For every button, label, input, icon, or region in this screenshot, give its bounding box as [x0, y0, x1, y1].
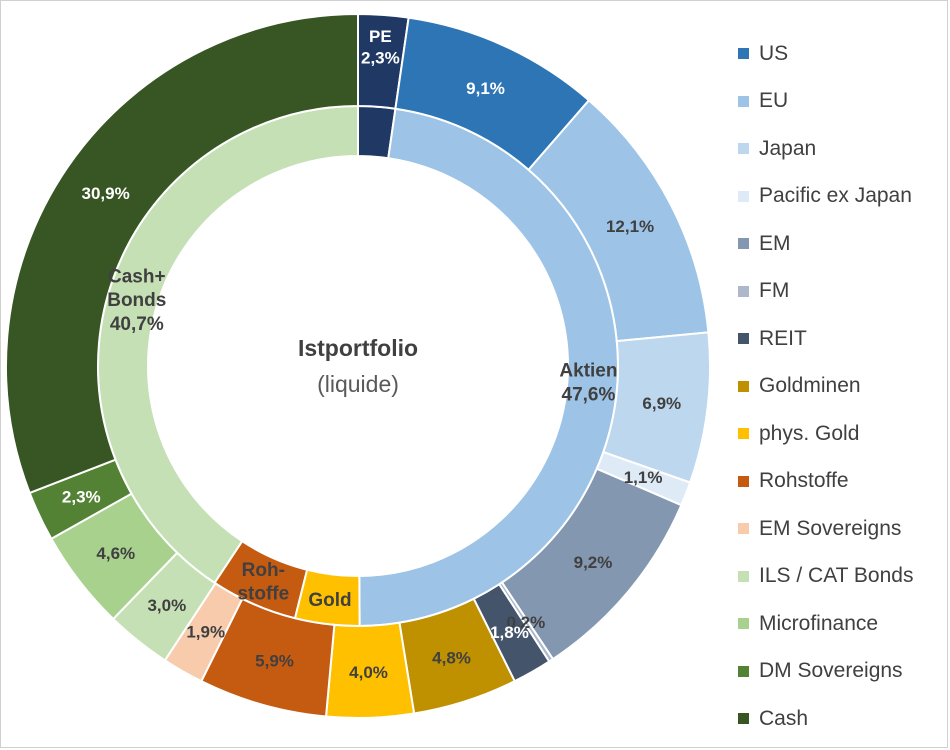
legend-label: US	[759, 41, 789, 65]
legend-swatch	[738, 190, 749, 202]
legend-label: Microfinance	[759, 611, 879, 635]
legend-label: REIT	[759, 326, 807, 350]
legend-item-cash: Cash	[738, 695, 943, 743]
legend-swatch	[738, 238, 749, 250]
legend-item-microfinance: Microfinance	[738, 600, 943, 648]
outer-label-reit: 1,8%	[490, 623, 529, 642]
legend-swatch	[738, 665, 749, 677]
legend-item-us: US	[738, 30, 943, 78]
legend-swatch	[738, 523, 749, 535]
outer-label-phys-gold: 4,0%	[349, 663, 388, 682]
legend-item-dm-sovereigns: DM Sovereigns	[738, 648, 943, 696]
legend-label: EM	[759, 231, 791, 255]
inner-label-gold: Gold	[308, 590, 351, 611]
legend-swatch	[738, 95, 749, 107]
legend-label: ILS / CAT Bonds	[759, 564, 914, 588]
legend-swatch	[738, 143, 749, 155]
outer-label-microfinance: 4,6%	[96, 544, 135, 563]
legend-item-em: EM	[738, 220, 943, 268]
outer-label-rohstoffe: 5,9%	[255, 651, 294, 670]
inner-ring	[97, 104, 619, 628]
chart-title: Istportfolio	[298, 335, 418, 361]
legend-label: Pacific ex Japan	[759, 184, 912, 208]
legend-swatch	[738, 380, 749, 392]
outer-slice-cash	[5, 12, 359, 495]
legend: US EU Japan Pacific ex Japan EM FM REIT Goldmin…	[738, 30, 943, 743]
legend-label: Rohstoffe	[759, 469, 849, 493]
legend-swatch	[738, 618, 749, 630]
outer-label-em: 9,2%	[574, 553, 613, 572]
outer-label-ils-cat-bonds: 3,0%	[147, 596, 186, 615]
legend-item-pacific-ex-japan: Pacific ex Japan	[738, 173, 943, 221]
outer-label-us: 9,1%	[466, 79, 505, 98]
legend-label: phys. Gold	[759, 421, 860, 445]
legend-item-eu: EU	[738, 78, 943, 126]
inner-label-aktien: Aktien 47,6%	[559, 361, 617, 406]
legend-swatch	[738, 713, 749, 725]
legend-item-japan: Japan	[738, 125, 943, 173]
outer-ring	[5, 12, 711, 719]
legend-item-phys-gold: phys. Gold	[738, 410, 943, 458]
legend-swatch	[738, 570, 749, 582]
legend-label: DM Sovereigns	[759, 659, 903, 683]
outer-label-em-sovereigns: 1,9%	[186, 622, 225, 641]
data-labels: PE 2,3% Aktien 47,6% Gold Roh-stoffe Cash+ Bond…	[62, 27, 681, 682]
legend-item-goldminen: Goldminen	[738, 363, 943, 411]
legend-swatch	[738, 475, 749, 487]
legend-item-ils-cat-bonds: ILS / CAT Bonds	[738, 553, 943, 601]
legend-label: FM	[759, 279, 790, 303]
legend-label: Goldminen	[759, 374, 861, 398]
legend-item-rohstoffe: Rohstoffe	[738, 458, 943, 506]
legend-swatch	[738, 428, 749, 440]
legend-label: Cash	[759, 706, 809, 730]
legend-item-reit: REIT	[738, 315, 943, 363]
outer-label-dm-sovereigns: 2,3%	[62, 488, 101, 507]
legend-label: Japan	[759, 136, 817, 160]
outer-label-fm: 0,2%	[506, 613, 545, 632]
legend-swatch	[738, 333, 749, 345]
outer-label-pacific-ex-japan: 1,1%	[624, 468, 663, 487]
outer-label-cash: 30,9%	[82, 184, 130, 203]
legend-item-em-sovereigns: EM Sovereigns	[738, 505, 943, 553]
legend-label: EM Sovereigns	[759, 516, 902, 540]
inner-label-pe: PE 2,3%	[361, 27, 400, 67]
outer-label-japan: 6,9%	[642, 394, 681, 413]
legend-swatch	[738, 48, 749, 60]
outer-label-goldminen: 4,8%	[432, 648, 471, 667]
outer-label-eu: 12,1%	[606, 217, 654, 236]
legend-label: EU	[759, 89, 789, 113]
legend-item-fm: FM	[738, 268, 943, 316]
legend-swatch	[738, 285, 749, 297]
inner-label-cash-bonds: Cash+ Bonds 40,7%	[107, 266, 166, 335]
chart-subtitle: (liquide)	[317, 371, 399, 397]
inner-label-rohstoffe: Roh-stoffe	[237, 560, 289, 605]
